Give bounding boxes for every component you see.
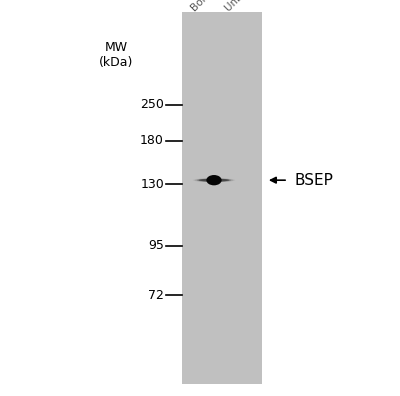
Ellipse shape [206, 175, 222, 185]
Text: 130: 130 [140, 178, 164, 190]
Ellipse shape [205, 179, 223, 181]
Ellipse shape [199, 179, 229, 181]
Ellipse shape [193, 178, 235, 182]
Ellipse shape [194, 178, 234, 182]
Text: Boiled mouse liver: Boiled mouse liver [189, 0, 264, 14]
Ellipse shape [201, 179, 227, 181]
Ellipse shape [197, 179, 231, 182]
Text: 95: 95 [148, 239, 164, 252]
Text: BSEP: BSEP [294, 173, 333, 188]
Text: 180: 180 [140, 134, 164, 147]
Text: 72: 72 [148, 289, 164, 301]
Bar [182, 12, 262, 384]
Text: MW
(kDa): MW (kDa) [99, 42, 133, 69]
Text: 250: 250 [140, 99, 164, 111]
Text: Unboiled mouse liver: Unboiled mouse liver [223, 0, 308, 14]
